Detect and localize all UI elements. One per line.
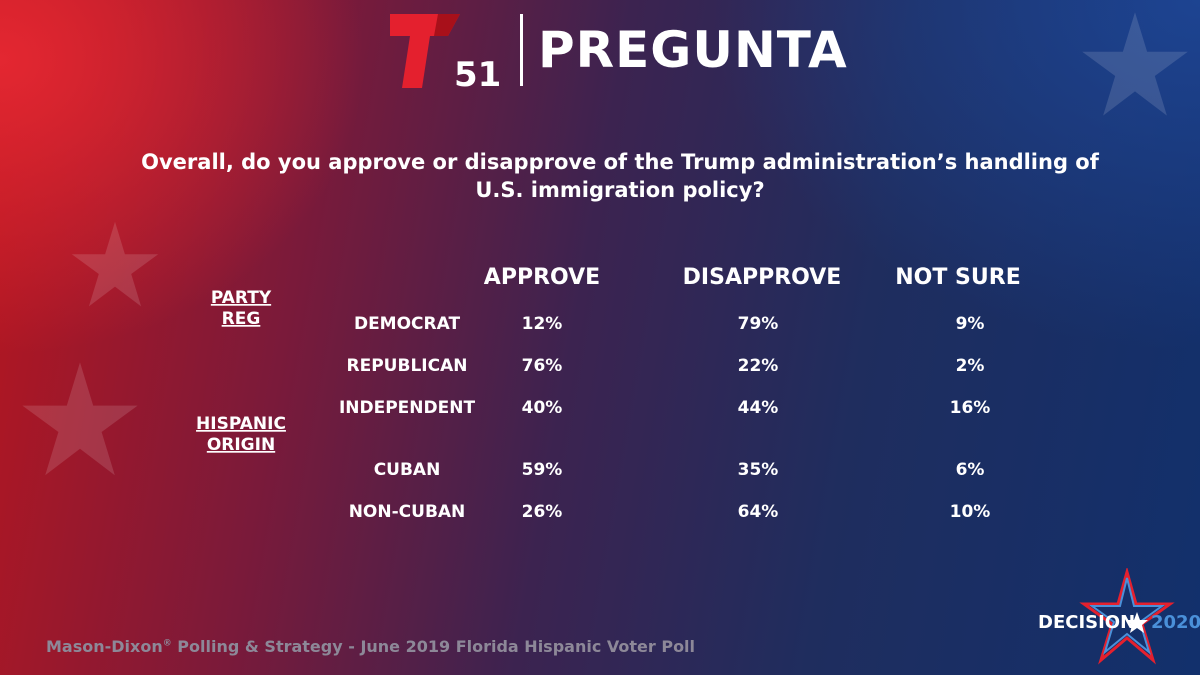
source-details: Polling & Strategy - June 2019 Florida H… xyxy=(171,637,696,656)
background-star-icon xyxy=(22,362,138,476)
data-label: 59% xyxy=(522,460,563,480)
data-label: 35% xyxy=(738,460,779,480)
star-icon xyxy=(1126,612,1148,633)
logo-divider xyxy=(520,14,523,86)
group-label: HISPANIC xyxy=(196,414,286,434)
column-header: DISAPPROVE xyxy=(683,265,842,290)
data-label: 26% xyxy=(522,502,563,522)
background-star-icon xyxy=(1082,12,1188,116)
decision-word: DECISION xyxy=(1038,612,1135,633)
group-label: PARTY xyxy=(211,288,272,308)
row-label: NON-CUBAN xyxy=(349,502,466,522)
data-label: 2% xyxy=(956,356,985,376)
group-label: REG xyxy=(222,309,261,329)
poll-source: Mason-Dixon® Polling & Strategy - June 2… xyxy=(46,637,695,656)
decision-year: 2020 xyxy=(1151,612,1200,633)
page-title: PREGUNTA xyxy=(538,21,848,79)
data-label: 76% xyxy=(522,356,563,376)
row-label: REPUBLICAN xyxy=(347,356,468,376)
source-name: Mason-Dixon xyxy=(46,637,163,656)
data-label: 79% xyxy=(738,314,779,334)
data-label: 40% xyxy=(522,398,563,418)
data-label: 44% xyxy=(738,398,779,418)
registered-mark: ® xyxy=(162,638,172,649)
row-label: DEMOCRAT xyxy=(354,314,460,334)
logo-number: 51 xyxy=(454,55,500,90)
group-label: ORIGIN xyxy=(207,435,275,455)
data-label: 16% xyxy=(950,398,991,418)
background-star-icon xyxy=(71,221,159,307)
telemundo-logo: 51 xyxy=(390,14,500,90)
data-label: 12% xyxy=(522,314,563,334)
data-label: 6% xyxy=(956,460,985,480)
data-label: 64% xyxy=(738,502,779,522)
poll-question: Overall, do you approve or disapprove of… xyxy=(141,150,1099,202)
decision-2020-logo: DECISION 2020 xyxy=(1038,568,1200,665)
column-header: NOT SURE xyxy=(895,265,1020,290)
row-label: CUBAN xyxy=(374,460,441,480)
data-label: 9% xyxy=(956,314,985,334)
data-label: 10% xyxy=(950,502,991,522)
row-label: INDEPENDENT xyxy=(339,398,476,418)
column-header: APPROVE xyxy=(484,265,600,290)
data-label: 22% xyxy=(738,356,779,376)
